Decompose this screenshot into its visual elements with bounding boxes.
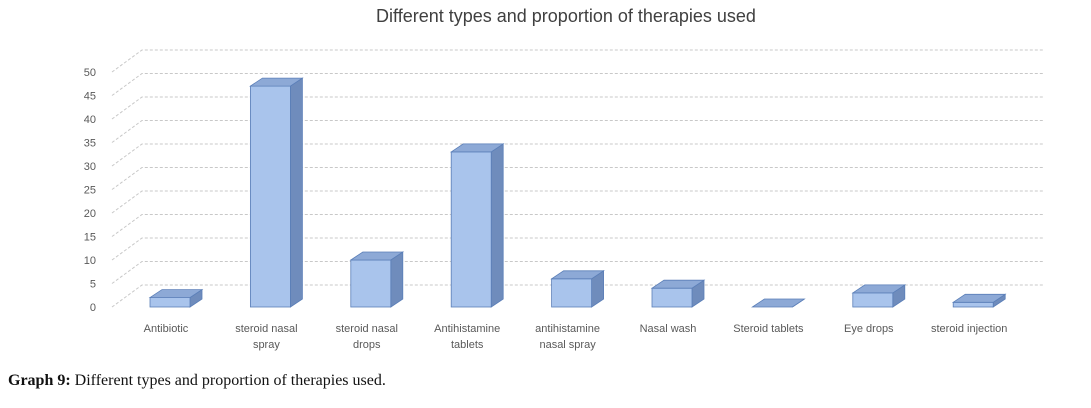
bar-top-face <box>951 293 1007 303</box>
gridline-path <box>111 284 1044 308</box>
x-category-label: Nasal wash <box>640 323 697 335</box>
y-tick-label: 45 <box>84 91 96 103</box>
bar-top-face <box>449 143 505 153</box>
bar-top-face <box>851 284 907 294</box>
y-tick-label: 5 <box>90 279 96 291</box>
caption-text: Different types and proportion of therap… <box>70 372 386 389</box>
y-tick-label: 25 <box>84 185 96 197</box>
bar-front-face <box>249 85 291 308</box>
bars <box>148 77 1007 308</box>
y-tick-label: 10 <box>84 255 96 267</box>
bar <box>650 279 706 308</box>
bar-top-face <box>249 77 304 87</box>
gridline-path <box>111 73 1044 96</box>
x-category-label-line: antihistamine <box>535 323 600 335</box>
caption-label: Graph 9: <box>8 372 71 389</box>
bar-front-face <box>852 292 894 308</box>
x-category-label-line: Nasal wash <box>640 323 697 335</box>
bar <box>249 77 304 308</box>
gridline-path <box>111 96 1044 120</box>
gridline <box>111 143 1044 167</box>
bar-front-face <box>350 259 392 308</box>
gridline <box>111 261 1044 284</box>
x-category-label-line: drops <box>353 339 381 351</box>
x-category-label-line: nasal spray <box>539 339 596 351</box>
bar-front-face <box>952 301 994 308</box>
x-category-label-line: tablets <box>451 339 484 351</box>
gridline-path <box>111 167 1044 190</box>
bar <box>148 288 204 308</box>
gridline <box>111 284 1044 308</box>
bar <box>449 143 505 308</box>
y-axis-ticks: 0 5 10 15 20 25 30 35 40 45 50 <box>84 67 96 314</box>
bar-front-face <box>149 297 191 308</box>
gridline-path <box>111 237 1044 261</box>
bar <box>851 284 907 308</box>
x-category-label-line: spray <box>253 339 280 351</box>
bar-side-face <box>289 77 303 308</box>
gridline <box>111 237 1044 261</box>
x-category-label-line: Antibiotic <box>144 323 189 335</box>
bar-top-face <box>148 289 204 299</box>
x-category-label: Antibiotic <box>144 323 189 335</box>
x-category-label-line: steroid injection <box>931 323 1007 335</box>
bar-front-face <box>450 151 492 308</box>
x-category-label: steroid injection <box>931 323 1007 335</box>
gridline-path <box>111 214 1044 237</box>
bar-top-face <box>349 251 405 261</box>
y-tick-label: 30 <box>84 161 96 173</box>
bar-top-face <box>550 270 605 280</box>
x-category-label-line: Steroid tablets <box>733 323 804 335</box>
gridline <box>111 73 1044 96</box>
gridlines <box>111 49 1044 308</box>
x-category-label-line: Eye drops <box>844 323 894 335</box>
x-category-label: Antihistamine tablets <box>434 323 500 351</box>
x-category-label: Steroid tablets <box>733 323 804 335</box>
y-tick-label: 35 <box>84 138 96 150</box>
y-tick-label: 50 <box>84 67 96 79</box>
y-tick-label: 15 <box>84 232 96 244</box>
x-category-label-line: steroid nasal <box>235 323 297 335</box>
bar-front-face <box>651 287 693 308</box>
bar-side-face <box>390 251 404 308</box>
gridline <box>111 96 1044 120</box>
bar <box>751 298 806 308</box>
gridline <box>111 190 1044 214</box>
bar-top-face <box>751 298 806 308</box>
gridline-path <box>111 190 1044 214</box>
bar-top-face <box>650 279 706 289</box>
gridline-path <box>111 261 1044 284</box>
bar-side-face <box>490 143 504 308</box>
x-category-label: Eye drops <box>844 323 894 335</box>
figure-caption: Graph 9: Different types and proportion … <box>8 372 386 390</box>
x-category-label: steroid nasal spray <box>235 323 297 351</box>
gridline <box>111 120 1044 143</box>
gridline <box>111 49 1044 73</box>
x-category-label: steroid nasal drops <box>336 323 398 351</box>
x-category-label-line: steroid nasal <box>336 323 398 335</box>
chart-canvas: Different types and proportion of therap… <box>84 6 1044 351</box>
bar <box>349 251 405 308</box>
bar <box>550 270 605 308</box>
y-tick-label: 0 <box>90 302 96 314</box>
y-tick-label: 40 <box>84 114 96 126</box>
gridline <box>111 167 1044 190</box>
gridline-path <box>111 120 1044 143</box>
x-category-label-line: Antihistamine <box>434 323 500 335</box>
gridline-path <box>111 49 1044 73</box>
bar-front-face <box>551 278 592 308</box>
bar <box>951 293 1007 308</box>
gridline <box>111 214 1044 237</box>
gridline-path <box>111 143 1044 167</box>
x-category-label: antihistamine nasal spray <box>535 323 600 351</box>
y-tick-label: 20 <box>84 208 96 220</box>
chart-title: Different types and proportion of therap… <box>376 6 756 26</box>
